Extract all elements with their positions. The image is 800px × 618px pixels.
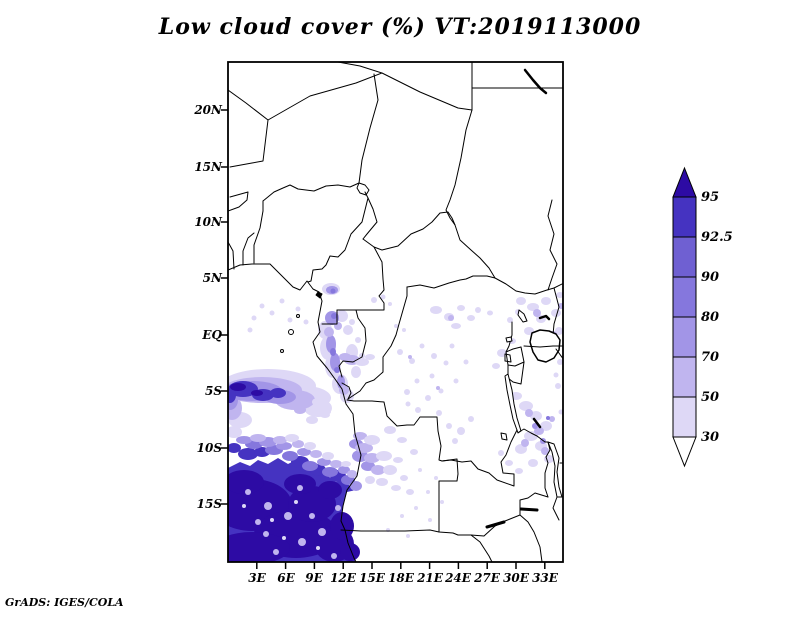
colorbar xyxy=(672,166,697,468)
plot-title: Low cloud cover (%) VT:2019113000 xyxy=(158,14,642,40)
lon-tick-label-21e: 21E xyxy=(417,571,443,585)
lake-edward xyxy=(505,336,513,343)
lon-tick-label-6e: 6E xyxy=(277,571,295,585)
lake-cabora-bassa xyxy=(519,507,539,512)
lake-nasser xyxy=(523,68,548,95)
lon-tick-label-33e: 33E xyxy=(532,571,558,585)
lake-kivu xyxy=(504,353,512,363)
annobon-island xyxy=(280,349,284,353)
colorbar-bottom-arrow xyxy=(672,436,697,468)
lon-tick-label-9e: 9E xyxy=(305,571,323,585)
lat-tick-label-5s: 5S xyxy=(204,384,222,398)
lat-tick-label-5n: 5N xyxy=(202,271,222,285)
lat-tick-label-20n: 20N xyxy=(194,103,222,117)
lon-tick-label-30e: 30E xyxy=(503,571,529,585)
basemap-borders-layer xyxy=(228,62,563,562)
colorbar-label-80: 80 xyxy=(701,310,720,325)
lake-kariba xyxy=(485,520,506,529)
colorbar-label-50: 50 xyxy=(701,390,720,405)
lon-tick-label-3e: 3E xyxy=(248,571,266,585)
lake-chad xyxy=(356,182,370,196)
lat-tick-label-15s: 15S xyxy=(196,497,222,511)
sao-tome-island xyxy=(288,329,294,335)
lon-tick-label-27e: 27E xyxy=(474,571,500,585)
coastline xyxy=(228,263,362,562)
map-frame xyxy=(227,61,564,563)
lon-tick-label-12e: 12E xyxy=(330,571,356,585)
grads-credit: GrADS: IGES/COLA xyxy=(5,596,124,609)
lake-rukwa xyxy=(532,417,542,429)
colorbar-label-30: 30 xyxy=(701,430,720,445)
lake-mweru xyxy=(500,432,508,441)
lake-albert xyxy=(517,309,528,323)
lake-victoria xyxy=(529,329,561,363)
axis-ticks xyxy=(221,109,546,569)
lat-tick-label-15n: 15N xyxy=(194,160,222,174)
colorbar-label-90: 90 xyxy=(701,270,720,285)
colorbar-label-95: 95 xyxy=(701,190,720,205)
lon-tick-label-18e: 18E xyxy=(388,571,414,585)
lake-kyoga xyxy=(538,314,551,321)
colorbar-label-70: 70 xyxy=(701,350,720,365)
lon-tick-label-24e: 24E xyxy=(445,571,471,585)
nile-river xyxy=(547,199,558,291)
lat-tick-label-10s: 10S xyxy=(196,441,222,455)
lake-tanganyika xyxy=(504,373,522,434)
lake-malawi xyxy=(547,441,563,498)
principe-island xyxy=(296,314,300,318)
colorbar-label-92-5: 92.5 xyxy=(701,230,733,245)
lat-tick-label-eq: EQ xyxy=(202,328,222,342)
cloud-shading-layer xyxy=(228,283,563,562)
colorbar-top-arrow xyxy=(672,166,697,198)
lon-tick-label-15e: 15E xyxy=(359,571,385,585)
lat-tick-label-10n: 10N xyxy=(194,215,222,229)
bioko-island xyxy=(315,291,323,299)
